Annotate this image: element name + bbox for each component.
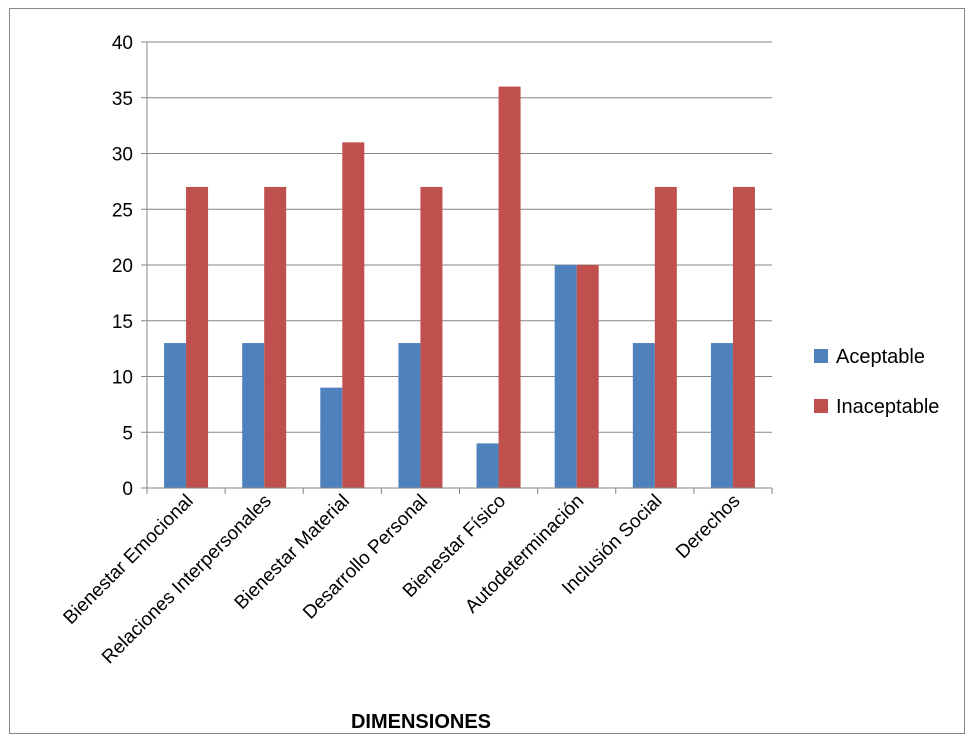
bar-aceptable-4 [476,443,499,488]
legend-swatch-aceptable [814,349,828,363]
bar-inaceptable-1 [264,186,287,488]
legend: Aceptable Inaceptable [814,346,939,418]
y-tick-label: 10 [112,368,133,389]
bar-aceptable-2 [320,387,343,488]
legend-swatch-inaceptable [814,399,828,413]
bar-aceptable-0 [164,343,187,488]
bar-inaceptable-6 [654,186,677,488]
bar-inaceptable-2 [342,142,365,488]
legend-label-aceptable: Aceptable [836,346,925,368]
bar-inaceptable-0 [186,186,209,488]
y-tick-label: 25 [112,200,133,221]
bar-aceptable-7 [710,343,733,488]
bar-inaceptable-7 [732,186,755,488]
bar-inaceptable-4 [498,86,521,488]
bars [164,86,755,488]
gridlines [147,41,772,433]
legend-label-inaceptable: Inaceptable [836,396,939,418]
y-tick-label: 35 [112,89,133,110]
y-tick-label: 30 [112,145,133,166]
y-tick-label: 5 [122,423,133,444]
bar-aceptable-6 [632,343,655,488]
bar-inaceptable-3 [420,186,443,488]
x-axis-title: DIMENSIONES [351,711,491,733]
bar-inaceptable-5 [576,265,599,488]
y-tick-label: 20 [112,256,133,277]
bar-aceptable-1 [242,343,265,488]
x-category-label: Derechos [672,491,744,563]
y-tick-label: 40 [112,33,133,54]
y-tick-label: 0 [122,479,133,500]
y-tick-label: 15 [112,312,133,333]
axes [141,41,773,494]
bar-aceptable-5 [554,265,577,488]
x-category-label: Bienestar Emocional [60,491,198,629]
bar-aceptable-3 [398,343,421,488]
